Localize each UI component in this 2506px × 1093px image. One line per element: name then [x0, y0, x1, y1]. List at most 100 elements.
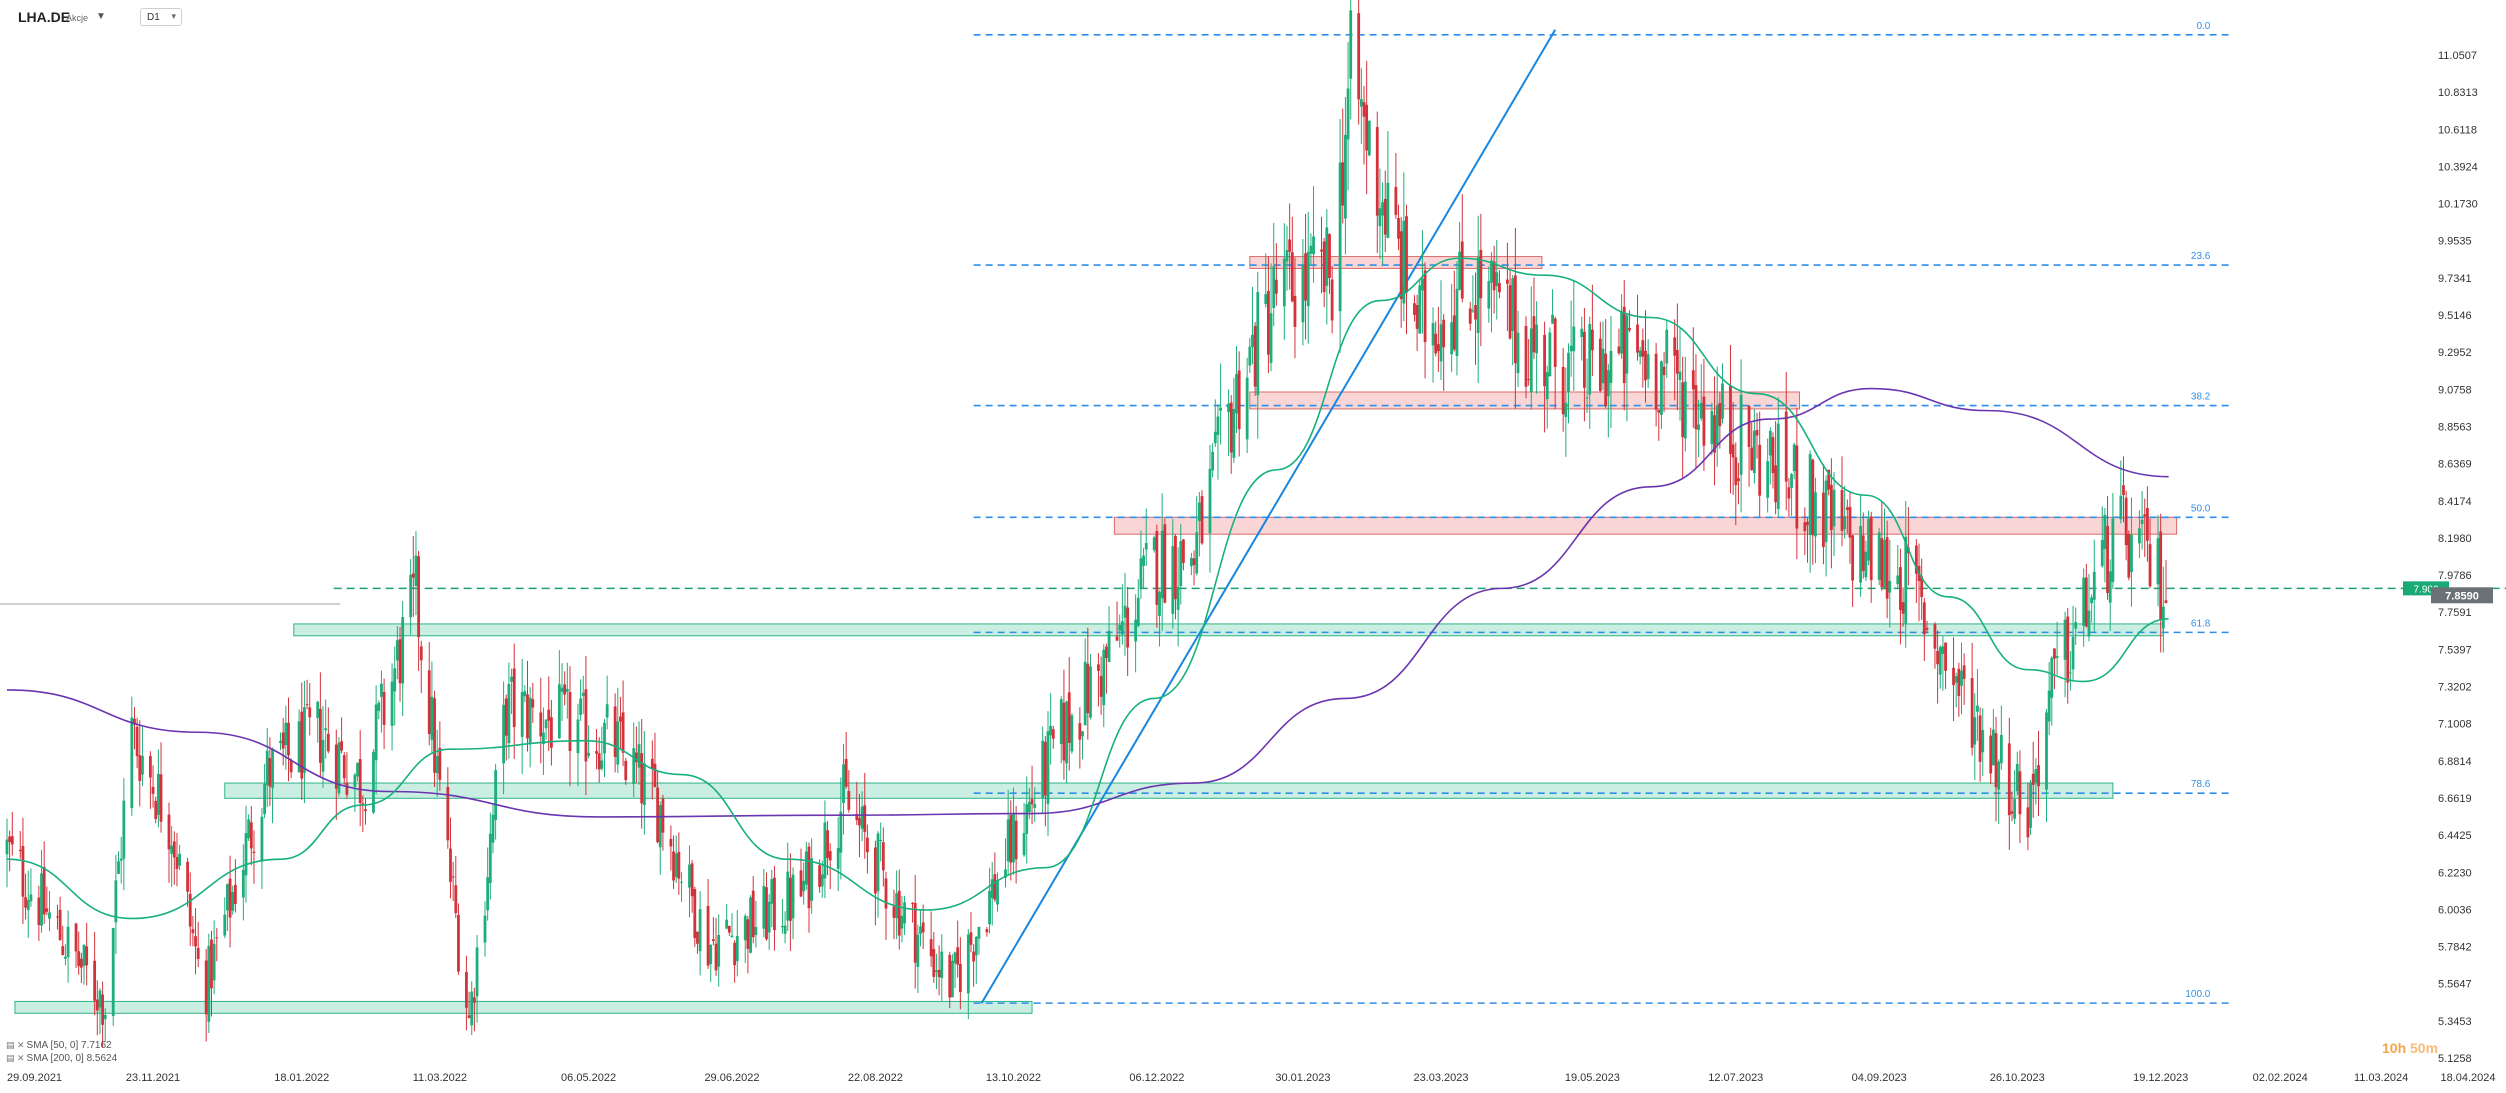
candle-body — [1572, 326, 1576, 352]
candle-body — [1620, 311, 1623, 354]
candle-body — [568, 692, 572, 752]
candle-body — [419, 646, 423, 661]
candle-body — [300, 711, 304, 779]
candle-body — [1976, 705, 1979, 712]
candle-body — [316, 701, 320, 719]
candle-body — [1418, 285, 1422, 334]
candle-body — [1325, 227, 1329, 286]
candle-body — [417, 556, 421, 638]
candle-body — [133, 718, 136, 725]
candle-body — [1803, 522, 1807, 532]
candle-body — [449, 848, 452, 882]
candle-body — [1922, 602, 1926, 635]
candle-body — [26, 900, 30, 910]
candle-body — [1941, 646, 1945, 654]
candle-body — [1654, 353, 1658, 410]
candle-body — [1046, 731, 1050, 804]
candle-body — [1051, 729, 1055, 739]
x-tick-label: 06.12.2022 — [1129, 1072, 1184, 1084]
candle-body — [188, 893, 192, 927]
candle-body — [1750, 447, 1754, 471]
y-tick-label: 7.9786 — [2438, 570, 2472, 582]
x-tick-label: 23.11.2021 — [126, 1072, 180, 1084]
candle-body — [1869, 516, 1873, 581]
candle-body — [762, 886, 766, 929]
candle-body — [807, 846, 811, 909]
candle-body — [1237, 370, 1241, 430]
candle-body — [507, 684, 511, 744]
candle-body — [2029, 782, 2032, 828]
timeframe-select[interactable]: D1 ▾ — [140, 8, 182, 26]
candle-body — [1349, 10, 1353, 79]
candle-body — [523, 691, 527, 697]
candle-body — [1155, 531, 1159, 605]
legend-sma50[interactable]: ▤ ✕ SMA [50, 0] 7.7162 — [6, 1040, 112, 1051]
candle-body — [1025, 804, 1029, 834]
candle-body — [435, 755, 439, 774]
candle-body — [1665, 329, 1669, 364]
candle-body — [1625, 315, 1629, 374]
candle-body — [632, 748, 636, 784]
y-tick-label: 9.0758 — [2438, 384, 2472, 396]
candle-body — [247, 819, 251, 839]
candle-body — [1938, 647, 1942, 675]
candle-body — [791, 874, 795, 919]
fib-label-61.8: 61.8 — [2191, 618, 2211, 629]
candle-body — [958, 963, 962, 992]
candle-body — [688, 864, 691, 888]
fib-label-50.0: 50.0 — [2191, 503, 2211, 514]
candle-body — [520, 692, 524, 737]
candle-body — [1362, 102, 1366, 117]
y-tick-label: 7.7591 — [2438, 607, 2472, 619]
y-tick-label: 10.3924 — [2438, 161, 2478, 173]
candle-body — [210, 939, 213, 989]
candle-body — [1378, 208, 1382, 227]
y-tick-label: 8.6369 — [2438, 459, 2472, 471]
candle-body — [98, 990, 102, 1008]
candle-body — [1030, 799, 1034, 805]
candle-body — [1309, 245, 1313, 254]
countdown-minutes: 50m — [2410, 1040, 2439, 1056]
indicator-settings-icon[interactable]: ▤ ✕ — [6, 1053, 25, 1063]
candle-body — [114, 880, 118, 923]
candle-body — [1439, 324, 1443, 362]
candle-body — [916, 934, 920, 967]
x-tick-label: 23.03.2023 — [1413, 1072, 1468, 1084]
candle-body — [154, 800, 158, 819]
candle-body — [881, 842, 885, 871]
candle-body — [1590, 329, 1594, 351]
candle-body — [950, 960, 954, 998]
legend-sma200[interactable]: ▤ ✕ SMA [200, 0] 8.5624 — [6, 1053, 117, 1064]
candle-body — [1989, 735, 1993, 774]
candle-body — [353, 774, 357, 787]
candle-body — [1301, 264, 1305, 323]
candle-body — [743, 915, 747, 941]
candle-body — [1219, 407, 1222, 411]
candles — [5, 0, 2168, 1048]
symbol-dropdown-icon[interactable]: ▼ — [96, 11, 106, 22]
candle-body — [1171, 546, 1175, 614]
candle-body — [711, 939, 715, 942]
x-tick-label: 11.03.2022 — [413, 1072, 467, 1084]
indicator-settings-icon[interactable]: ▤ ✕ — [6, 1040, 25, 1050]
candle-body — [1402, 220, 1406, 304]
candle-body — [1399, 231, 1403, 300]
candle-body — [1182, 539, 1185, 563]
candle-body — [1553, 318, 1557, 367]
candle-body — [1598, 338, 1602, 391]
candle-body — [1099, 675, 1103, 697]
candle-body — [223, 914, 227, 936]
candle-body — [1851, 535, 1855, 581]
candle-body — [1328, 234, 1331, 278]
candle-body — [1954, 676, 1958, 683]
candle-body — [1229, 402, 1233, 453]
candle-body — [58, 909, 62, 941]
candle-body — [170, 845, 174, 854]
candle-body — [1845, 507, 1849, 511]
candle-body — [1588, 323, 1592, 395]
candle-body — [1864, 551, 1868, 578]
candle-body — [539, 712, 543, 737]
symbol-label[interactable]: LHA.DE — [18, 9, 71, 25]
candle-body — [1877, 532, 1881, 580]
